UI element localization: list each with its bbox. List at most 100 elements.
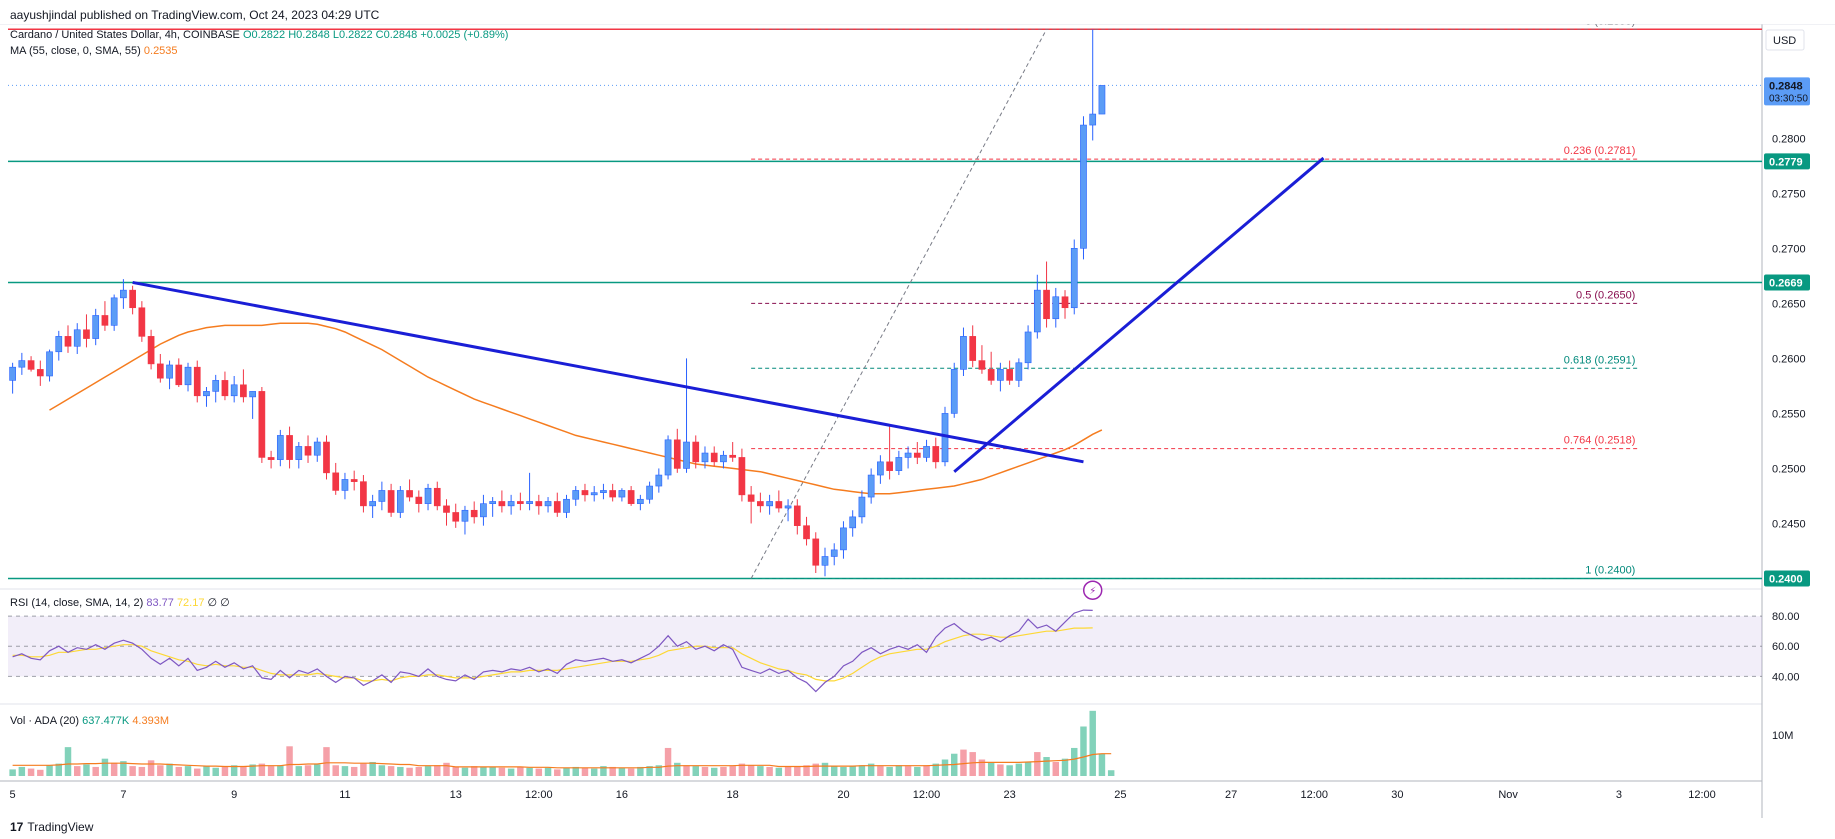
candle[interactable] [184,362,192,392]
rsi-legend[interactable]: RSI (14, close, SMA, 14, 2) 83.77 72.17 … [10,597,230,609]
candle[interactable] [987,351,995,385]
candle[interactable] [461,505,469,535]
candle[interactable] [396,486,404,518]
candle[interactable] [867,468,875,504]
candle[interactable] [849,510,857,537]
candle[interactable] [369,494,376,518]
candle[interactable] [1098,85,1106,115]
candle[interactable] [1033,274,1041,339]
candle[interactable] [858,490,866,524]
ma-legend[interactable]: MA (55, close, 0, SMA, 55) 0.2535 [10,45,178,57]
candle[interactable] [175,358,183,387]
candle[interactable] [240,369,247,403]
candle[interactable] [332,462,340,495]
candle[interactable] [295,442,303,469]
candle[interactable] [489,497,497,517]
candle[interactable] [581,483,589,502]
candle[interactable] [646,481,653,504]
candle[interactable] [544,497,552,513]
currency-selector[interactable]: USD [1765,29,1805,51]
candle[interactable] [563,494,570,518]
candle[interactable] [249,391,256,419]
candle[interactable] [1061,290,1069,319]
candle[interactable] [821,547,829,577]
candle[interactable] [36,360,44,386]
symbol-legend[interactable]: Cardano / United States Dollar, 4h, COIN… [10,29,508,41]
candle[interactable] [73,323,81,354]
candle[interactable] [147,329,155,370]
candle[interactable] [212,374,220,403]
candle[interactable] [886,424,893,480]
candle[interactable] [258,386,266,463]
candle[interactable] [793,499,801,535]
candle[interactable] [969,325,977,368]
candle[interactable] [92,308,100,346]
candle[interactable] [600,483,607,500]
candle[interactable] [627,486,635,506]
candle[interactable] [166,360,173,390]
candle[interactable] [766,494,773,515]
candle[interactable] [1043,261,1050,328]
candle[interactable] [452,503,460,528]
candle[interactable] [609,483,617,502]
candle[interactable] [1052,287,1060,328]
candle[interactable] [720,450,727,469]
candle[interactable] [895,450,903,476]
candle[interactable] [138,301,146,342]
candle[interactable] [1070,239,1078,315]
candle[interactable] [950,362,958,418]
volume-legend[interactable]: Vol · ADA (20) 637.477K 4.393M [10,715,169,727]
candle[interactable] [480,494,487,526]
candle[interactable] [267,450,275,469]
candle[interactable] [664,435,672,480]
candle[interactable] [960,327,967,376]
candle[interactable] [9,362,16,394]
candle[interactable] [323,435,330,480]
event-lightning-icon[interactable]: ⚡ [1082,580,1103,600]
candle[interactable] [517,492,524,511]
candle[interactable] [775,490,783,513]
candle[interactable] [1024,325,1032,370]
candle[interactable] [470,501,478,524]
candle[interactable] [27,356,35,372]
candle[interactable] [729,442,737,462]
candle[interactable] [923,439,930,462]
candle[interactable] [747,486,755,524]
candle[interactable] [673,428,681,473]
candle[interactable] [784,499,792,522]
candle[interactable] [692,435,700,469]
candle[interactable] [110,294,118,331]
candle[interactable] [230,375,238,403]
candle[interactable] [978,345,986,374]
candle[interactable] [590,486,598,502]
candle[interactable] [553,492,561,517]
candle[interactable] [701,446,709,469]
candle[interactable] [433,481,441,511]
candle[interactable] [498,490,506,513]
candle[interactable] [46,349,53,382]
trend-line[interactable] [132,280,1084,464]
candle[interactable] [877,455,884,484]
candle[interactable] [637,494,644,511]
candle[interactable] [526,472,533,511]
candle[interactable] [757,492,764,513]
candle[interactable] [904,446,912,469]
trend-line[interactable] [953,156,1325,473]
candle[interactable] [572,486,580,506]
candle[interactable] [710,446,718,467]
candle[interactable] [1015,358,1023,387]
candle[interactable] [156,353,164,383]
chart-area[interactable]: 0.2800 0.2750 0.2700 0.2650 0.2600 0.2550 0.25… [0,15,1835,818]
candle[interactable] [683,358,690,473]
candle[interactable] [203,386,210,407]
candle[interactable] [313,437,321,462]
chart-svg[interactable]: 0.2800 0.2750 0.2700 0.2650 0.2600 0.2550 0.25… [0,15,1835,818]
candle[interactable] [378,481,386,511]
fib-trend-line[interactable] [750,29,1047,579]
candle[interactable] [64,325,72,353]
candle[interactable] [276,429,284,467]
candle[interactable] [55,330,63,361]
candle[interactable] [1080,116,1087,260]
candle[interactable] [997,362,1004,392]
candle[interactable] [655,468,663,493]
